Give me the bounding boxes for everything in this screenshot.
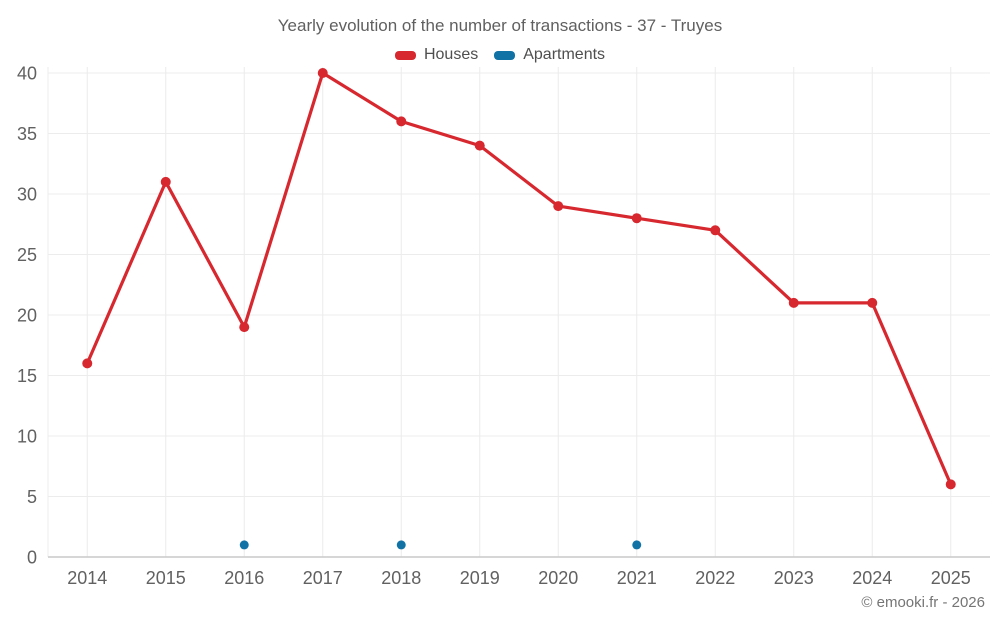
x-tick-label: 2024	[852, 568, 892, 588]
y-tick-label: 25	[17, 245, 37, 265]
chart-title: Yearly evolution of the number of transa…	[277, 16, 723, 35]
legend-label-houses: Houses	[423, 46, 479, 63]
houses-swatch-icon	[394, 50, 416, 60]
x-tick-label: 2022	[695, 568, 735, 588]
houses-point[interactable]	[631, 213, 642, 224]
x-tick-label: 2015	[146, 568, 186, 588]
houses-line	[85, 71, 953, 486]
apartments-point[interactable]	[396, 540, 406, 550]
x-tick-label: 2016	[224, 568, 264, 588]
houses-point[interactable]	[867, 297, 878, 308]
apartments-swatch-icon	[494, 50, 516, 60]
apartments-point[interactable]	[632, 540, 642, 550]
y-tick-label: 0	[27, 548, 37, 568]
legend-label-apartments: Apartments	[523, 46, 606, 63]
y-tick-label: 5	[27, 487, 37, 507]
x-tick-label: 2021	[617, 568, 657, 588]
houses-point[interactable]	[945, 479, 956, 490]
x-tick-label: 2018	[381, 568, 421, 588]
houses-point[interactable]	[317, 68, 328, 78]
y-tick-label: 10	[17, 427, 37, 447]
houses-point[interactable]	[474, 140, 485, 151]
houses-point[interactable]	[239, 322, 250, 333]
apartments-point[interactable]	[239, 540, 249, 550]
houses-point[interactable]	[160, 176, 171, 187]
x-tick-label: 2019	[460, 568, 500, 588]
houses-point[interactable]	[710, 225, 721, 236]
x-tick-label: 2025	[931, 568, 971, 588]
y-tick-label: 40	[17, 64, 37, 84]
chart-legend: Houses Apartments	[0, 46, 1000, 64]
x-tick-label: 2014	[67, 568, 107, 588]
y-tick-label: 20	[17, 306, 37, 326]
y-tick-label: 35	[17, 124, 37, 144]
y-tick-label: 15	[17, 366, 37, 386]
houses-point[interactable]	[788, 297, 799, 308]
houses-point[interactable]	[82, 358, 93, 369]
legend-item-apartments[interactable]: Apartments	[494, 46, 605, 64]
x-tick-label: 2023	[774, 568, 814, 588]
legend-item-houses[interactable]: Houses	[394, 46, 479, 64]
x-tick-label: 2017	[303, 568, 343, 588]
houses-point[interactable]	[396, 116, 407, 127]
houses-point[interactable]	[553, 201, 564, 212]
x-tick-label: 2020	[538, 568, 578, 588]
y-tick-label: 30	[17, 185, 37, 205]
footer-credit: © emooki.fr - 2026	[861, 594, 985, 611]
